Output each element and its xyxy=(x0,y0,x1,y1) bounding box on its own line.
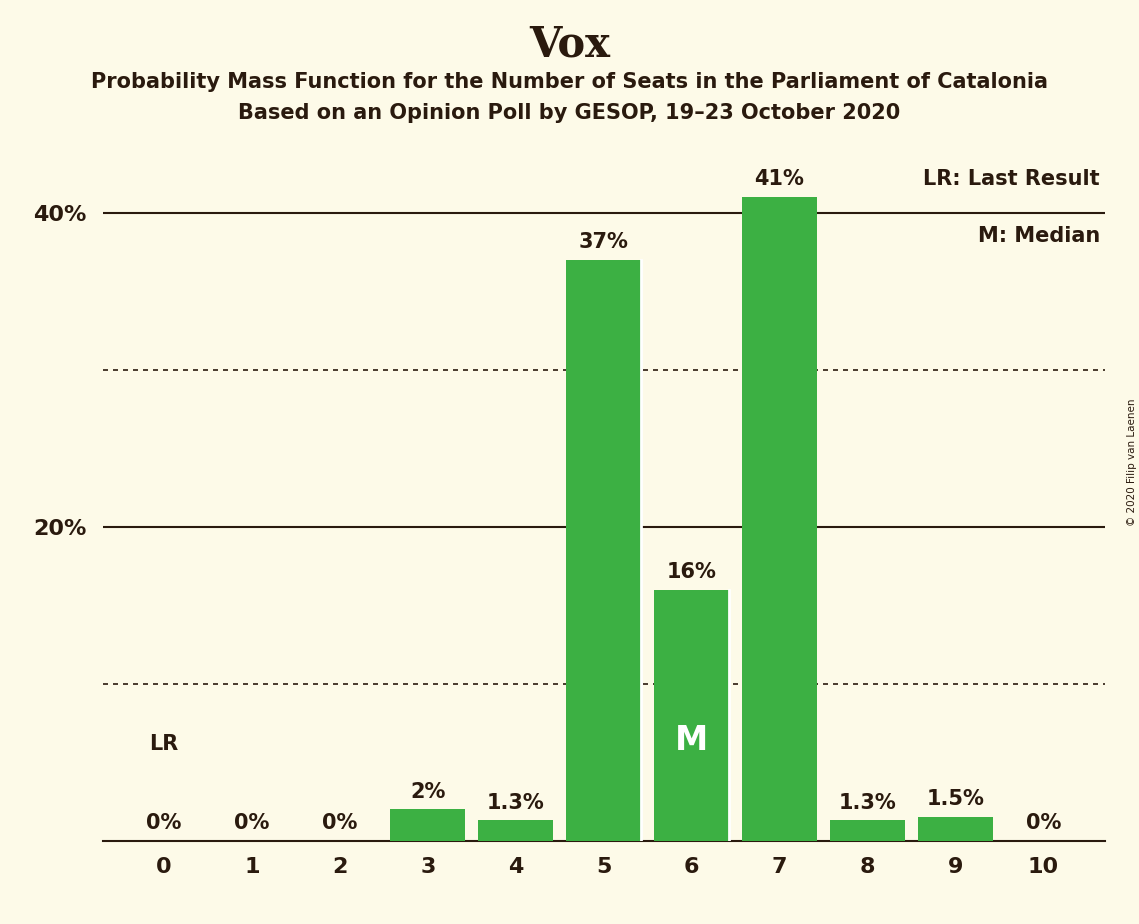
Text: M: Median: M: Median xyxy=(977,225,1100,246)
Text: LR: Last Result: LR: Last Result xyxy=(924,169,1100,189)
Text: 37%: 37% xyxy=(579,232,629,252)
Text: Probability Mass Function for the Number of Seats in the Parliament of Catalonia: Probability Mass Function for the Number… xyxy=(91,72,1048,92)
Text: 16%: 16% xyxy=(666,562,716,582)
Bar xyxy=(654,590,729,841)
Text: 0%: 0% xyxy=(1025,813,1060,833)
Text: 1.3%: 1.3% xyxy=(838,793,896,812)
Bar xyxy=(918,818,993,841)
Bar xyxy=(566,260,641,841)
Text: 0%: 0% xyxy=(322,813,358,833)
Text: © 2020 Filip van Laenen: © 2020 Filip van Laenen xyxy=(1126,398,1137,526)
Text: Vox: Vox xyxy=(528,23,611,65)
Text: 1.5%: 1.5% xyxy=(926,789,984,809)
Bar xyxy=(743,197,817,841)
Text: LR: LR xyxy=(149,735,179,754)
Text: 0%: 0% xyxy=(235,813,270,833)
Bar xyxy=(830,821,904,841)
Text: M: M xyxy=(675,723,708,757)
Bar xyxy=(391,809,465,841)
Text: 2%: 2% xyxy=(410,782,445,802)
Text: Based on an Opinion Poll by GESOP, 19–23 October 2020: Based on an Opinion Poll by GESOP, 19–23… xyxy=(238,103,901,124)
Text: 1.3%: 1.3% xyxy=(486,793,544,812)
Text: 41%: 41% xyxy=(754,169,804,189)
Text: 0%: 0% xyxy=(147,813,182,833)
Bar xyxy=(478,821,554,841)
